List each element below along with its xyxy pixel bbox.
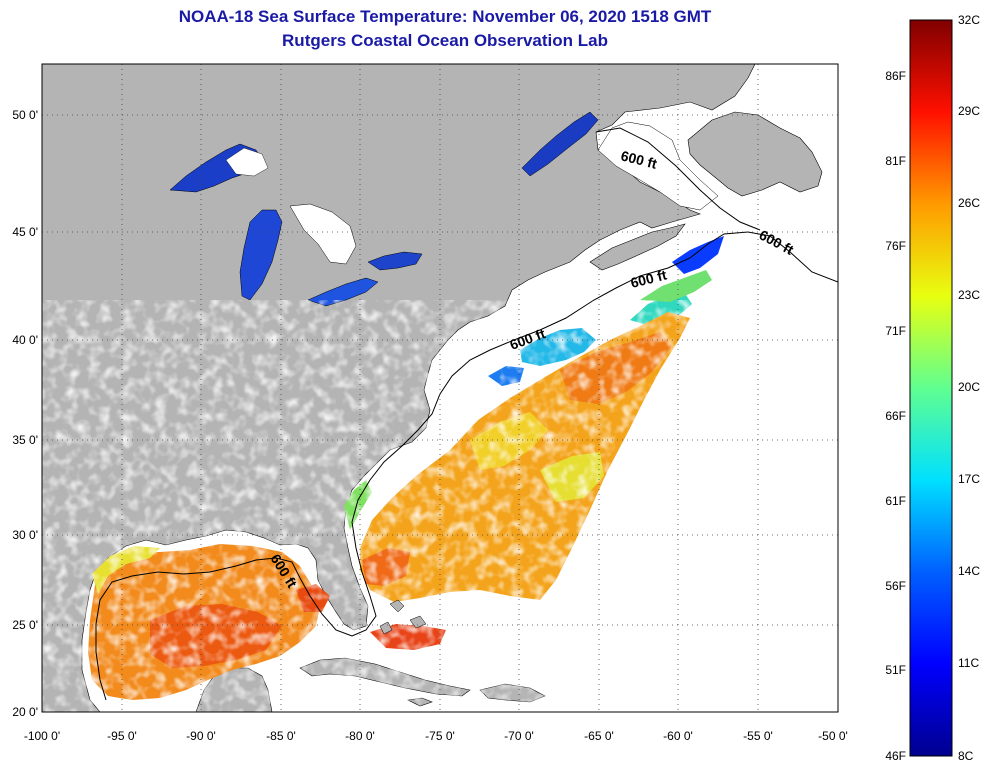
lon-tick-label: -50 0' <box>818 729 848 743</box>
land-nova-scotia <box>589 223 686 271</box>
st-lawrence-white <box>597 121 719 211</box>
lon-tick-label: -85 0' <box>266 729 296 743</box>
colorbar-label-f: 66F <box>885 409 906 423</box>
lon-tick-label: -60 0' <box>663 729 693 743</box>
lat-tick-label: 30 0' <box>12 528 38 542</box>
colorbar-label-c: 26C <box>958 196 980 210</box>
grid-lines <box>42 64 838 712</box>
plot-frame <box>41 63 839 713</box>
lat-tick-label: 50 0' <box>12 108 38 122</box>
colorbar-label-f: 61F <box>885 494 906 508</box>
lon-tick-label: -100 0' <box>24 729 60 743</box>
colorbar-label-c: 20C <box>958 380 980 394</box>
lat-tick-label: 45 0' <box>12 225 38 239</box>
sst-shelf-green <box>640 270 712 302</box>
colorbar-label-f: 46F <box>885 749 906 763</box>
lake-superior-white <box>225 147 269 177</box>
lat-tick-label: 20 0' <box>12 705 38 719</box>
colorbar-label-f: 51F <box>885 663 906 677</box>
lon-tick-label: -95 0' <box>107 729 137 743</box>
lake-ontario <box>367 251 423 271</box>
lon-tick-label: -65 0' <box>584 729 614 743</box>
lake-saint-lawrence-blue <box>521 111 599 177</box>
colorbar-label-f: 71F <box>885 324 906 338</box>
lon-tick-label: -80 0' <box>345 729 375 743</box>
contour-600ft-north <box>595 127 761 231</box>
sst-gulf-of-maine <box>672 236 724 274</box>
colorbar-label-c: 29C <box>958 104 980 118</box>
colorbar-label-c: 8C <box>958 749 974 763</box>
colorbar-celsius-labels: 32C 29C 26C 23C 20C 17C 14C 11C 8C <box>958 13 980 763</box>
lon-tick-label: -75 0' <box>425 729 455 743</box>
colorbar <box>909 19 953 757</box>
lat-tick-label: 40 0' <box>12 333 38 347</box>
colorbar-label-f: 86F <box>885 69 906 83</box>
map-subtitle: Rutgers Coastal Ocean Observation Lab <box>282 31 608 50</box>
lake-huron <box>289 203 357 265</box>
lake-michigan <box>239 209 283 301</box>
lon-tick-label: -70 0' <box>504 729 534 743</box>
colorbar-label-f: 56F <box>885 579 906 593</box>
colorbar-label-f: 81F <box>885 154 906 168</box>
colorbar-label-c: 23C <box>958 288 980 302</box>
lon-tick-label: -55 0' <box>743 729 773 743</box>
lat-tick-label: 35 0' <box>12 433 38 447</box>
lat-tick-label: 25 0' <box>12 618 38 632</box>
colorbar-label-c: 17C <box>958 472 980 486</box>
contour-600ft <box>95 231 838 701</box>
map-title: NOAA-18 Sea Surface Temperature: Novembe… <box>178 7 712 26</box>
colorbar-fahrenheit-labels: 86F 81F 76F 71F 66F 61F 56F 51F 46F <box>885 69 906 763</box>
colorbar-label-f: 76F <box>885 239 906 253</box>
colorbar-label-c: 32C <box>958 13 980 27</box>
colorbar-label-c: 14C <box>958 564 980 578</box>
land-newfoundland <box>687 111 823 197</box>
colorbar-label-c: 11C <box>958 656 979 670</box>
land-bahamas <box>379 599 427 635</box>
lon-tick-label: -90 0' <box>186 729 216 743</box>
